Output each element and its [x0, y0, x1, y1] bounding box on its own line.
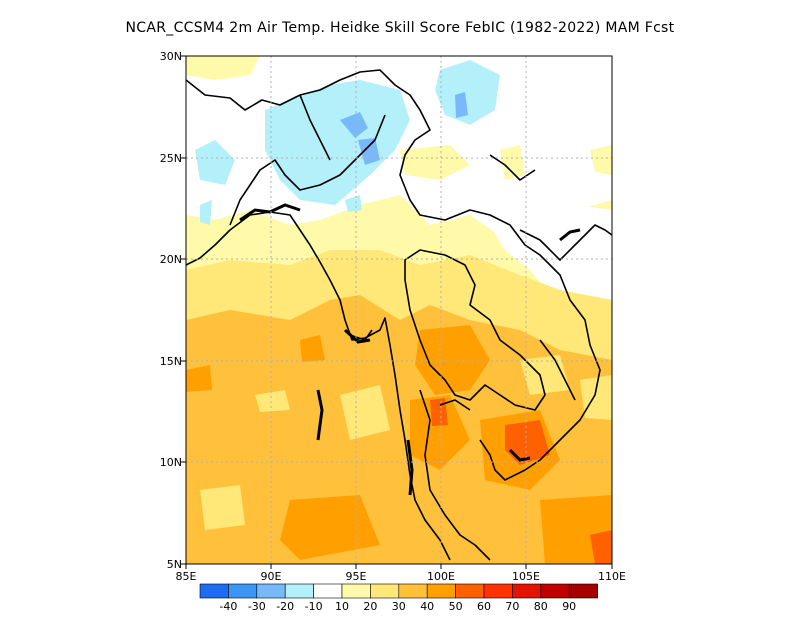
lon-tick-label: 90E	[261, 570, 282, 583]
gridlines	[186, 56, 612, 564]
shaded-field	[186, 56, 612, 564]
lat-tick-label: 25N	[160, 152, 182, 165]
lat-tick-label: 30N	[160, 50, 182, 63]
plot-frame	[185, 55, 613, 565]
colorbar-label: 80	[534, 600, 548, 613]
colorbar-swatch	[455, 583, 485, 599]
colorbar-swatch	[313, 583, 343, 599]
colorbar-swatch	[284, 583, 314, 599]
colorbar-swatch	[370, 583, 400, 599]
colorbar-label: 90	[562, 600, 576, 613]
colorbar-label: 10	[335, 600, 349, 613]
colorbar-swatch	[483, 583, 513, 599]
colorbar	[199, 583, 598, 599]
colorbar-swatch	[398, 583, 428, 599]
lon-tick-label: 95E	[346, 570, 367, 583]
lon-tick-label: 85E	[176, 570, 197, 583]
colorbar-swatch	[256, 583, 286, 599]
lat-tick-label: 5N	[167, 558, 182, 571]
lon-tick-label: 110E	[598, 570, 626, 583]
chart-title: NCAR_CCSM4 2m Air Temp. Heidke Skill Sco…	[125, 20, 675, 36]
colorbar-swatch	[199, 583, 229, 599]
colorbar-label: -40	[219, 600, 237, 613]
lon-tick-label: 100E	[427, 570, 455, 583]
colorbar-swatch	[426, 583, 456, 599]
colorbar-label: -30	[248, 600, 266, 613]
coastlines-borders	[186, 69, 612, 561]
lat-tick-label: 10N	[160, 456, 182, 469]
colorbar-label: -10	[305, 600, 323, 613]
colorbar-swatch	[540, 583, 570, 599]
colorbar-label: 50	[449, 600, 463, 613]
colorbar-label: -20	[276, 600, 294, 613]
colorbar-swatch	[512, 583, 542, 599]
lat-tick-label: 20N	[160, 253, 182, 266]
colorbar-swatch	[568, 583, 598, 599]
colorbar-swatch	[341, 583, 371, 599]
lon-tick-label: 105E	[512, 570, 540, 583]
lat-tick-label: 15N	[160, 355, 182, 368]
lat-tick-labels: 5N 10N 15N 20N 25N 30N	[160, 50, 182, 571]
delta-coast	[239, 203, 581, 496]
colorbar-label: 30	[392, 600, 406, 613]
colorbar-swatch	[228, 583, 258, 599]
lon-tick-labels: 85E 90E 95E 100E 105E 110E	[176, 570, 626, 583]
axis-ticks	[181, 55, 613, 569]
colorbar-label: 40	[420, 600, 434, 613]
colorbar-label: 60	[477, 600, 491, 613]
colorbar-label: 70	[505, 600, 519, 613]
colorbar-label: 20	[363, 600, 377, 613]
colorbar-labels: -40 -30 -20 -10 10 20 30 40 50 60 70 80 90	[219, 600, 576, 613]
